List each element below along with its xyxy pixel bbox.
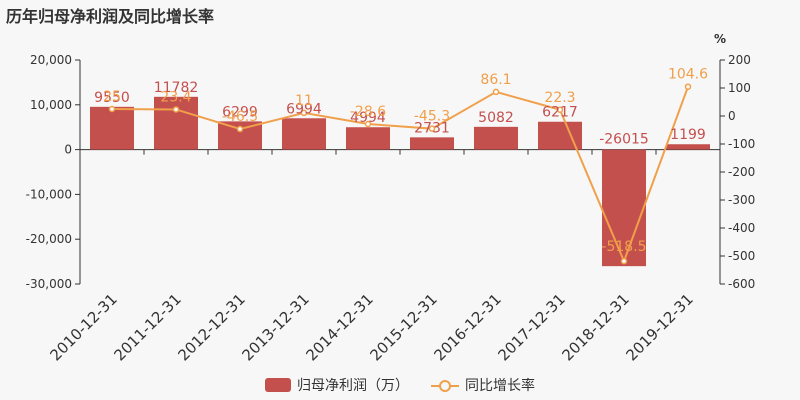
bar	[410, 137, 454, 150]
bar	[282, 118, 326, 150]
growth-point	[172, 106, 180, 113]
y-right-tick-label: 100	[728, 81, 751, 95]
y-right-tick-label: -500	[728, 249, 755, 263]
growth-value-label: -518.5	[601, 239, 646, 255]
growth-line	[111, 86, 689, 264]
x-tick-label: 2010-12-31	[46, 290, 120, 364]
growth-point	[364, 120, 372, 128]
growth-value-label: 11	[295, 93, 313, 109]
y-left-tick-label: 20,000	[30, 53, 72, 67]
growth-point	[428, 125, 436, 132]
y-right-tick-label: 200	[728, 53, 751, 67]
y-right-tick-label: -300	[728, 193, 755, 207]
growth-point	[620, 257, 628, 265]
line-swatch-icon	[431, 378, 459, 392]
x-tick-label: 2017-12-31	[494, 290, 568, 364]
growth-point	[556, 106, 564, 114]
bar-value-label: -26015	[599, 132, 649, 148]
growth-point	[108, 105, 116, 113]
x-tick-label: 2014-12-31	[302, 290, 376, 364]
growth-value-label: -45.3	[414, 109, 450, 125]
x-tick-label: 2011-12-31	[110, 290, 184, 364]
legend-label-growth: 同比增长率	[465, 378, 535, 394]
growth-value-label: 86.1	[480, 72, 511, 88]
legend-item-profit[interactable]: 归母净利润（万）	[265, 375, 409, 395]
chart-title: 历年归母净利润及同比增长率	[6, 7, 215, 26]
y-left-tick-label: -10,000	[26, 187, 72, 201]
bar	[154, 96, 198, 150]
bar-value-label: 6299	[222, 104, 258, 120]
bar-swatch-icon	[265, 378, 291, 392]
y-right-tick-label: 0	[728, 109, 736, 123]
bar	[602, 149, 646, 267]
bar-value-label: 2731	[414, 120, 450, 136]
x-tick-label: 2016-12-31	[430, 290, 504, 364]
growth-point	[684, 83, 692, 90]
x-tick-label: 2019-12-31	[622, 290, 696, 364]
bar	[666, 144, 710, 150]
y-left-tick-label: 0	[64, 143, 72, 157]
legend-label-profit: 归母净利润（万）	[297, 378, 409, 394]
growth-point	[236, 125, 244, 133]
bar-value-label: 1199	[670, 127, 706, 143]
x-tick-label: 2018-12-31	[558, 290, 632, 364]
growth-value-label: 22.3	[544, 90, 575, 106]
bar	[346, 127, 390, 150]
y-right-tick-label: -100	[728, 137, 755, 151]
growth-point	[492, 88, 500, 96]
bar-value-label: 11782	[154, 80, 199, 96]
y-left-tick-label: -30,000	[26, 277, 72, 291]
y-right-tick-label: -200	[728, 165, 755, 179]
y-left-tick-label: 10,000	[30, 98, 72, 112]
x-tick-label: 2013-12-31	[238, 290, 312, 364]
growth-value-label: -46.5	[222, 109, 258, 125]
bar-value-label: 6994	[286, 101, 322, 117]
bar-value-label: 5082	[478, 110, 514, 126]
growth-value-label: 25	[103, 89, 121, 105]
y-right-tick-label: -600	[728, 277, 755, 291]
y-left-tick-label: -20,000	[26, 232, 72, 246]
x-tick-label: 2015-12-31	[366, 290, 440, 364]
bar-value-label: 6217	[542, 105, 578, 121]
x-tick-label: 2012-12-31	[174, 290, 248, 364]
legend-item-growth[interactable]: 同比增长率	[431, 375, 535, 395]
bar	[474, 126, 518, 150]
growth-value-label: 104.6	[668, 67, 708, 83]
legend: 归母净利润（万） 同比增长率	[0, 375, 800, 395]
y-right-tick-label: -400	[728, 221, 755, 235]
y-right-unit-label: %	[714, 32, 726, 46]
growth-value-label: -28.6	[350, 104, 386, 120]
bar-value-label: 4994	[350, 110, 386, 126]
growth-point	[300, 109, 308, 117]
bar	[90, 106, 134, 150]
growth-value-label: 23.4	[160, 89, 191, 105]
bar-value-label: 9550	[94, 90, 130, 106]
